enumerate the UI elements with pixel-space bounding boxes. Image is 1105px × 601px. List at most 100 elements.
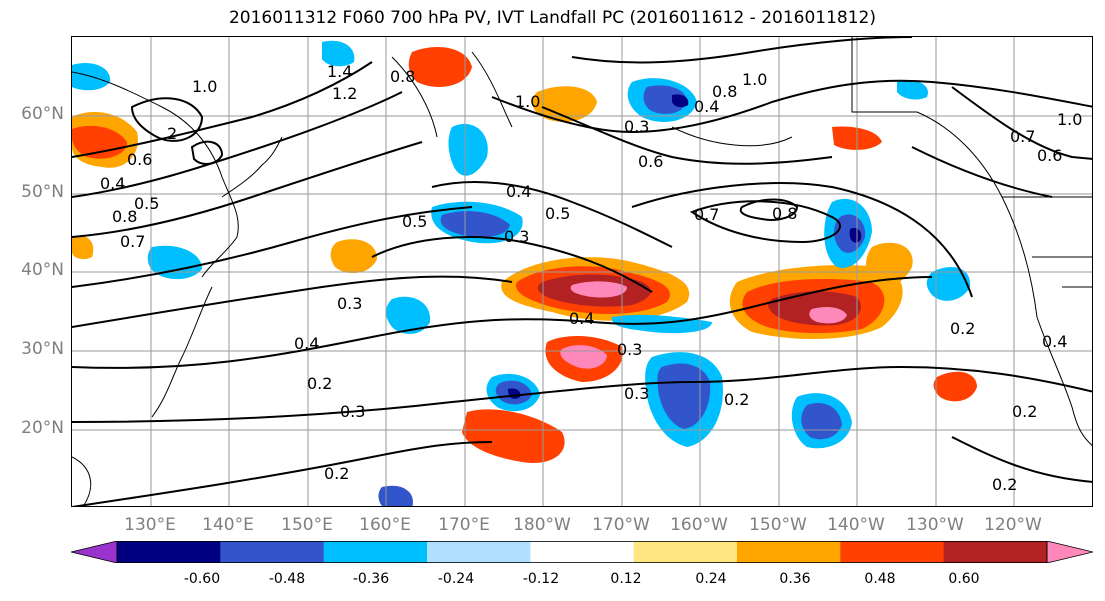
contour-labels: 1.0 1.0 0.8 1.4 1.2 1.0 0.8 0.3 0.4 1.0 … [100, 62, 1082, 494]
colorbar-border [116, 541, 1048, 563]
anomaly-blob [448, 123, 488, 176]
colorbar-tick-label: -0.48 [268, 571, 306, 587]
contour-label: 0.3 [624, 384, 649, 403]
contour-label: 1.0 [742, 70, 767, 89]
anomaly-blob [378, 485, 413, 506]
contour-label: 0.6 [638, 152, 663, 171]
lon-label: 150°E [281, 515, 333, 535]
lon-label: 150°W [749, 515, 807, 535]
contour-label: 0.4 [569, 309, 594, 328]
contour-label: 0.7 [1010, 127, 1035, 146]
contour-label: 0.6 [127, 150, 152, 169]
colorbar-segment [117, 541, 221, 563]
colorbar-tick-label: 0.60 [948, 571, 980, 587]
contour-label: 1.0 [192, 77, 217, 96]
contour-label: 0.3 [617, 340, 642, 359]
lon-label: 140°E [202, 515, 254, 535]
contour-label: 0.2 [950, 319, 975, 338]
colorbar-segment [220, 541, 325, 563]
colorbar-extend-low [71, 541, 118, 563]
contour-label: 0.4 [694, 97, 719, 116]
contour-label: 0.2 [992, 475, 1017, 494]
map-plot-area: 1.0 1.0 0.8 1.4 1.2 1.0 0.8 0.3 0.4 1.0 … [71, 36, 1093, 507]
contour-label: 0.7 [120, 232, 145, 251]
contour-label: 0.5 [134, 194, 159, 213]
anomaly-blob [897, 80, 928, 100]
contour-label: 0.5 [402, 212, 427, 231]
contour-label: 1.0 [1057, 110, 1082, 129]
contour-label: 0.5 [545, 204, 570, 223]
colorbar-tick-label: -0.12 [522, 571, 560, 587]
lat-label: 50°N [21, 182, 64, 202]
anomaly-blob [147, 245, 202, 280]
contour-label: 0.8 [712, 82, 737, 101]
lon-label: 140°W [827, 515, 885, 535]
coastlines [72, 37, 1092, 506]
contour-lines [72, 37, 1092, 506]
anomaly-blob [440, 211, 510, 238]
anomaly-blob [72, 125, 127, 159]
anomaly-blob [532, 86, 597, 122]
lat-label: 20°N [21, 418, 64, 438]
anomaly-blob [933, 371, 977, 402]
anomaly-blob [657, 363, 711, 429]
contour-label: 0.8 [772, 204, 797, 223]
contour-label: 0.4 [294, 334, 319, 353]
graticule [72, 37, 1092, 506]
colorbar-tick-label: 0.36 [779, 571, 811, 587]
anomaly-blob [322, 40, 355, 67]
lon-label: 160°E [359, 515, 411, 535]
colorbar-segment [323, 541, 428, 563]
contour-label: 0.2 [1012, 402, 1037, 421]
contour-label: 0.4 [506, 182, 531, 201]
lon-label: 130°E [124, 515, 176, 535]
anomaly-blob [849, 227, 862, 243]
contour-label: 0.6 [1037, 146, 1062, 165]
anomaly-blob [672, 94, 689, 108]
lon-label: 160°W [670, 515, 728, 535]
lon-label: 120°W [984, 515, 1042, 535]
contour-label: 0.4 [100, 174, 125, 193]
anomaly-blob [866, 242, 913, 287]
contour-label: 0.3 [624, 117, 649, 136]
colorbar-segment [530, 541, 635, 563]
shaded-negative-anomalies [72, 40, 971, 506]
lon-label: 170°E [438, 515, 490, 535]
contour-label: 0.2 [324, 464, 349, 483]
contour-label: 1.4 [327, 62, 352, 81]
contour-label: 1.0 [515, 92, 540, 111]
lat-label: 60°N [21, 104, 64, 124]
colorbar-segment [737, 541, 841, 563]
contour-label: 2 [167, 124, 177, 143]
map-title: 2016011312 F060 700 hPa PV, IVT Landfall… [228, 8, 876, 28]
colorbar-segment [840, 541, 945, 563]
colorbar-tick-label: 0.12 [610, 571, 642, 587]
contour-label: 1.2 [332, 84, 357, 103]
contour-label: 0.4 [1042, 332, 1067, 351]
colorbar-segments [71, 541, 1093, 563]
contour-label: 0.2 [307, 374, 332, 393]
lat-label: 40°N [21, 260, 64, 280]
contour-label: 0.3 [337, 294, 362, 313]
contour-label: 0.3 [504, 227, 529, 246]
anomaly-blob [643, 85, 687, 114]
anomaly-blob [72, 235, 94, 260]
colorbar-segment [427, 541, 531, 563]
anomaly-blob [809, 307, 847, 324]
colorbar-extend-high [1046, 541, 1093, 563]
colorbar-tick-label: 0.48 [864, 571, 896, 587]
colorbar-segment [633, 541, 738, 563]
contour-label: 0.7 [694, 205, 719, 224]
colorbar-tick-label: 0.24 [695, 571, 727, 587]
lon-label: 170°W [592, 515, 650, 535]
lon-label: 180°W [513, 515, 571, 535]
contour-label: 0.8 [390, 67, 415, 86]
contour-label: 0.3 [340, 402, 365, 421]
lat-label: 30°N [21, 339, 64, 359]
anomaly-blob [408, 47, 472, 87]
colorbar-tick-label: -0.24 [437, 571, 475, 587]
anomaly-blob [462, 409, 565, 463]
shaded-anomalies [72, 47, 977, 463]
anomaly-blob [386, 296, 431, 334]
contour-label: 0.2 [724, 390, 749, 409]
